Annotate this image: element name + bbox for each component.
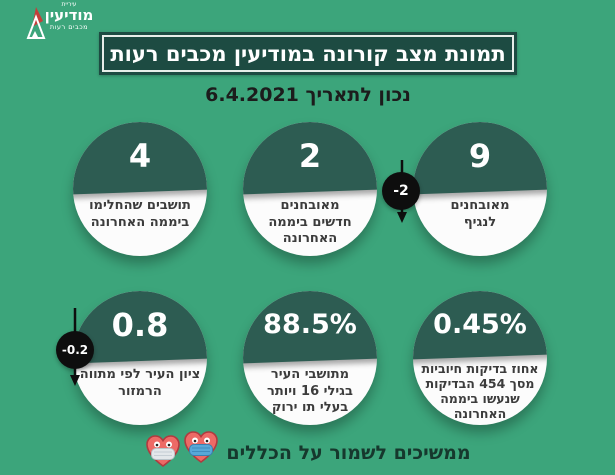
- municipality-logo: עיריית מודיעין מכבים רעות: [26, 1, 100, 45]
- stat-circle-new-cases: 2 מאובחנים חדשים ביממה האחרונה: [243, 122, 377, 256]
- city-emblem-icon: [26, 6, 46, 40]
- stat-label-positive-rate: אחוז בדיקות חיוביות מסך 454 הבדיקות שנעש…: [421, 361, 539, 421]
- stat-value-new-cases: 2: [298, 137, 322, 175]
- circle-clip: 4: [73, 122, 207, 256]
- circle-clip: 0.8: [73, 291, 207, 425]
- stat-value-active-cases: 9: [468, 137, 492, 175]
- stat-circle-green-pass: 88.5% מתושבי העיר בגילי 16 ויותר בעלי תו…: [243, 291, 377, 425]
- title-banner: תמונת מצב קורונה במודיעין מכבים רעות: [99, 32, 517, 75]
- stat-label-green-pass: מתושבי העיר בגילי 16 ויותר בעלי תו ירוק: [267, 367, 353, 416]
- as-of-date: נכון לתאריך 6.4.2021: [205, 84, 411, 106]
- stat-value-recovered: 4: [128, 137, 152, 175]
- logo-authority-line: עיריית: [61, 1, 77, 8]
- logo-city-suffix: מכבים רעות: [49, 23, 89, 32]
- circle-clip: 88.5%: [243, 291, 377, 425]
- circle-clip: 0.45%: [413, 291, 547, 425]
- circle-clip: 9: [413, 122, 547, 256]
- stat-value-green-pass: 88.5%: [263, 309, 357, 340]
- stat-label-active-cases: מאובחנים לנגיף: [450, 198, 510, 230]
- stat-label-recovered: תושבים שהחלימו ביממה האחרונה: [89, 198, 191, 230]
- logo-text: עיריית מודיעין מכבים רעות: [40, 1, 98, 32]
- stat-value-positive-rate: 0.45%: [433, 309, 527, 340]
- circle-clip: 2: [243, 122, 377, 256]
- stat-circle-recovered: 4 תושבים שהחלימו ביממה האחרונה: [73, 122, 207, 256]
- page-title: תמונת מצב קורונה במודיעין מכבים רעות: [102, 35, 514, 72]
- stat-value-traffic-light-score: 0.8: [111, 306, 169, 344]
- change-badge-active-cases: -2: [382, 172, 420, 210]
- logo-city-name: מודיעין: [44, 6, 94, 25]
- footer: ממשיכים לשמור על הכללים: [0, 431, 615, 475]
- stat-circle-traffic-light-score: 0.8 ציון העיר לפי מתווה הרמזור: [73, 291, 207, 425]
- stat-label-new-cases: מאובחנים חדשים ביממה האחרונה: [268, 198, 352, 247]
- change-badge-traffic-light-score: -0.2: [56, 331, 94, 369]
- masked-hearts-icon: [144, 431, 220, 475]
- stat-circle-active-cases: 9 מאובחנים לנגיף: [413, 122, 547, 256]
- stat-label-traffic-light-score: ציון העיר לפי מתווה הרמזור: [79, 367, 201, 399]
- footer-message: ממשיכים לשמור על הכללים: [226, 442, 471, 464]
- stat-circle-positive-rate: 0.45% אחוז בדיקות חיוביות מסך 454 הבדיקו…: [413, 291, 547, 425]
